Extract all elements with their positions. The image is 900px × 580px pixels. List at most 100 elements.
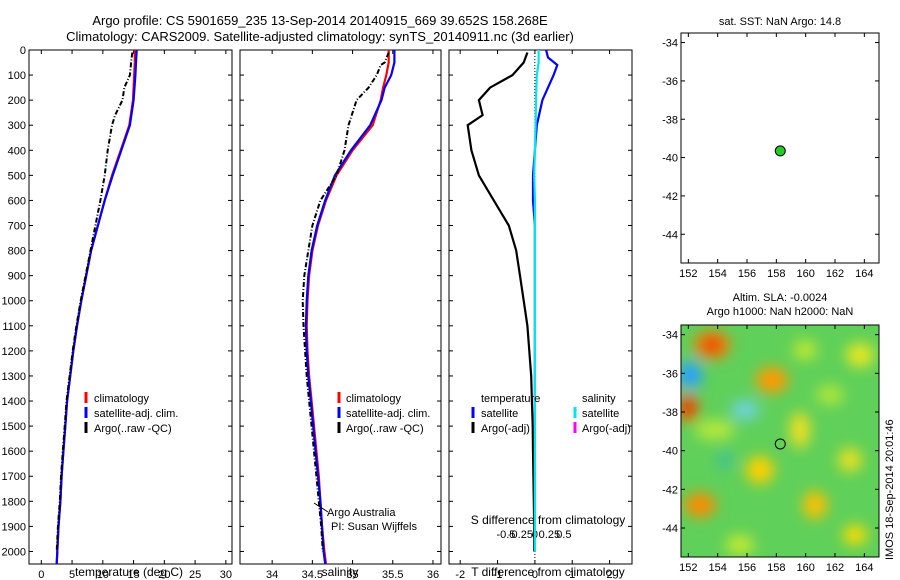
legend-label-temp-satellite: satellite [481, 408, 518, 420]
y-tick-label: -40 [662, 153, 678, 165]
legend-label-argo: Argo(..raw -QC) [346, 423, 424, 435]
x-tick-label: 160 [796, 268, 814, 280]
x-tick-label: 154 [708, 268, 726, 280]
x-tick-label: 15 [127, 569, 139, 580]
x-tick-label: 20 [158, 569, 170, 580]
y-tick-label: 1500 [2, 421, 26, 433]
y-tick-label: -44 [662, 523, 678, 535]
series-temperature-argo-adj [466, 52, 536, 552]
x-tick-label: 158 [767, 562, 785, 574]
y-tick-label: 700 [8, 221, 26, 233]
x-tick-label: 162 [826, 562, 844, 574]
x-tick-label: -2 [455, 569, 465, 580]
legend-label-climatology: climatology [346, 393, 402, 405]
y-tick-label: 2000 [2, 546, 26, 558]
y-tick-label: 500 [8, 170, 26, 182]
x-tick-label: 2 [607, 569, 613, 580]
x-tick-label: 156 [738, 268, 756, 280]
argo-location-marker [774, 438, 786, 450]
y-tick-label: 0 [20, 45, 26, 57]
legend-salinity: climatology satellite-adj. clim. Argo(..… [337, 392, 430, 435]
x-tick-label: 0 [38, 569, 44, 580]
y-tick-label: 900 [8, 271, 26, 283]
legend-label-satellite: satellite-adj. clim. [94, 408, 178, 420]
header-line2: Climatology: CARS2009. Satellite-adjuste… [66, 29, 574, 44]
legend-temperature-header: temperature [481, 393, 540, 405]
series-satellite-adj-clim [304, 50, 396, 565]
x-tick-label: 34 [266, 569, 278, 580]
legend-temperature: climatology satellite-adj. clim. Argo(..… [84, 392, 178, 435]
x-tick-label: 10 [97, 569, 109, 580]
y-tick-label: 100 [8, 70, 26, 82]
annotation-line1: Argo Australia [327, 507, 396, 519]
difference-panel-frame [448, 49, 633, 565]
sla-map-title1: Altim. SLA: -0.0024 [732, 292, 828, 304]
x-tick-label: 152 [679, 268, 697, 280]
x-tick-label: 0 [532, 569, 538, 580]
y-tick-label: 1800 [2, 496, 26, 508]
salinity-panel-frame [239, 49, 442, 565]
y-tick-label: -38 [662, 407, 678, 419]
legend-label-argo: Argo(..raw -QC) [94, 423, 172, 435]
imos-timestamp: IMOS 18-Sep-2014 20:01:46 [884, 419, 896, 560]
y-tick-label: 1200 [2, 346, 26, 358]
y-tick-label: -44 [662, 229, 678, 241]
x-tick-label: 164 [855, 562, 873, 574]
x-tick-label: 162 [826, 268, 844, 280]
x-tick-label: 25 [189, 569, 201, 580]
y-tick-label: -36 [662, 76, 678, 88]
x-tick-label: 34.5 [302, 569, 323, 580]
annotation-leader [313, 502, 329, 513]
x-tick-label: 36 [427, 569, 439, 580]
legend-label-sal-argo: Argo(-adj) [582, 423, 631, 435]
x-tick-label: 35.5 [382, 569, 403, 580]
x-tick-label: 1 [569, 569, 575, 580]
y-tick-label: -42 [662, 191, 678, 203]
y-tick-label: 300 [8, 120, 26, 132]
y-tick-label: 1700 [2, 471, 26, 483]
y-tick-label: 1000 [2, 296, 26, 308]
difference-xlabel2: S difference from climatology [471, 513, 626, 527]
sla-map-frame [680, 324, 880, 558]
series-salinity-satellite [533, 50, 540, 552]
x-tick-label: 154 [708, 562, 726, 574]
y-tick-label: 400 [8, 145, 26, 157]
y-tick-label: -36 [662, 368, 678, 380]
x2-tick-label: 0.5 [556, 529, 571, 541]
x-tick-label: 152 [679, 562, 697, 574]
x-tick-label: 30 [220, 569, 232, 580]
salinity-xlabel: salinity [322, 565, 359, 579]
y-tick-label: -40 [662, 446, 678, 458]
x-tick-label: -1 [493, 569, 503, 580]
legend-salinity-header: salinity [582, 393, 616, 405]
y-tick-label: 1300 [2, 371, 26, 383]
y-tick-label: 1900 [2, 521, 26, 533]
series-argo-raw-qc [55, 52, 134, 552]
argo-location-marker [774, 145, 786, 157]
y-tick-label: 800 [8, 246, 26, 258]
y-tick-label: -38 [662, 114, 678, 126]
x-tick-label: 156 [738, 562, 756, 574]
temperature-panel-frame [28, 49, 233, 565]
header-line1: Argo profile: CS 5901659_235 13-Sep-2014… [92, 13, 548, 28]
y-tick-label: 1400 [2, 396, 26, 408]
x-tick-label: 164 [855, 268, 873, 280]
x2-tick-label: 0.25 [539, 529, 560, 541]
sst-map-title: sat. SST: NaN Argo: 14.8 [718, 16, 842, 28]
legend-label-sal-satellite: satellite [582, 408, 619, 420]
y-tick-label: 600 [8, 195, 26, 207]
legend-label-satellite: satellite-adj. clim. [346, 408, 430, 420]
legend-label-temp-argo: Argo(-adj) [481, 423, 530, 435]
x2-tick-label: -0.5 [496, 529, 515, 541]
x-tick-label: 158 [767, 268, 785, 280]
annotation-line2: PI: Susan Wijffels [331, 521, 417, 533]
legend-difference: temperature satellite Argo(-adj) salinit… [471, 393, 631, 435]
y-tick-label: -34 [662, 38, 678, 50]
sla-heatmap [681, 325, 879, 557]
x2-tick-label: -0.25 [508, 529, 533, 541]
legend-label-climatology: climatology [94, 393, 150, 405]
difference-xlabel: T difference from climatology [471, 565, 625, 579]
y-tick-label: -34 [662, 330, 678, 342]
sla-map-title2: Argo h1000: NaN h2000: NaN [706, 306, 854, 318]
